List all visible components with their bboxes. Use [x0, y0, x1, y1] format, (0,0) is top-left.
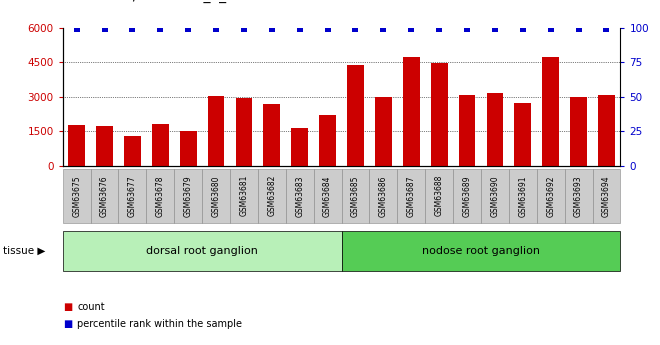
Bar	[68, 125, 85, 166]
Text: GSM63687: GSM63687	[407, 175, 416, 217]
Point	[601, 26, 612, 32]
Bar	[543, 57, 559, 166]
Text: GSM63685: GSM63685	[351, 175, 360, 217]
Point	[127, 26, 138, 32]
Text: GSM63679: GSM63679	[183, 175, 193, 217]
Text: GSM63683: GSM63683	[295, 175, 304, 217]
Point	[155, 26, 166, 32]
Point	[517, 26, 528, 32]
Text: percentile rank within the sample: percentile rank within the sample	[77, 319, 242, 329]
Point	[490, 26, 500, 32]
Bar	[124, 136, 141, 166]
Bar	[570, 97, 587, 166]
Bar	[403, 57, 420, 166]
Text: GSM63681: GSM63681	[240, 175, 248, 216]
Bar	[236, 98, 252, 166]
Point	[71, 26, 82, 32]
Bar	[514, 103, 531, 166]
Bar	[486, 93, 504, 166]
Text: GSM63676: GSM63676	[100, 175, 109, 217]
Point	[545, 26, 556, 32]
Text: GSM63677: GSM63677	[128, 175, 137, 217]
Bar	[96, 127, 113, 166]
Bar	[208, 96, 224, 166]
Text: GSM63684: GSM63684	[323, 175, 332, 217]
Text: nodose root ganglion: nodose root ganglion	[422, 246, 540, 256]
Text: GSM63688: GSM63688	[435, 175, 444, 216]
Bar	[375, 97, 392, 166]
Bar	[347, 65, 364, 166]
Text: GSM63694: GSM63694	[602, 175, 611, 217]
Bar	[180, 131, 197, 166]
Point	[406, 26, 416, 32]
Text: GSM63675: GSM63675	[72, 175, 81, 217]
Bar	[319, 115, 336, 166]
Bar	[152, 124, 169, 166]
Point	[462, 26, 473, 32]
Text: GSM63690: GSM63690	[490, 175, 500, 217]
Point	[99, 26, 110, 32]
Text: GSM63691: GSM63691	[518, 175, 527, 217]
Text: GSM63692: GSM63692	[546, 175, 555, 217]
Point	[211, 26, 221, 32]
Text: ■: ■	[63, 302, 72, 312]
Point	[378, 26, 389, 32]
Point	[434, 26, 444, 32]
Text: GSM63686: GSM63686	[379, 175, 388, 217]
Text: GSM63678: GSM63678	[156, 175, 165, 217]
Text: GSM63682: GSM63682	[267, 175, 277, 216]
Bar	[598, 96, 615, 166]
Text: GSM63680: GSM63680	[212, 175, 220, 217]
Bar	[459, 95, 475, 166]
Point	[294, 26, 305, 32]
Text: count: count	[77, 302, 105, 312]
Text: dorsal root ganglion: dorsal root ganglion	[146, 246, 258, 256]
Point	[322, 26, 333, 32]
Text: tissue ▶: tissue ▶	[3, 246, 46, 256]
Text: ■: ■	[63, 319, 72, 329]
Point	[350, 26, 361, 32]
Text: GDS1635 / 1428782_a_at: GDS1635 / 1428782_a_at	[63, 0, 240, 3]
Point	[574, 26, 584, 32]
Point	[239, 26, 249, 32]
Bar	[263, 104, 280, 166]
Text: GSM63693: GSM63693	[574, 175, 583, 217]
Point	[183, 26, 193, 32]
Bar	[431, 63, 447, 166]
Bar	[291, 128, 308, 166]
Text: GSM63689: GSM63689	[463, 175, 471, 217]
Point	[267, 26, 277, 32]
